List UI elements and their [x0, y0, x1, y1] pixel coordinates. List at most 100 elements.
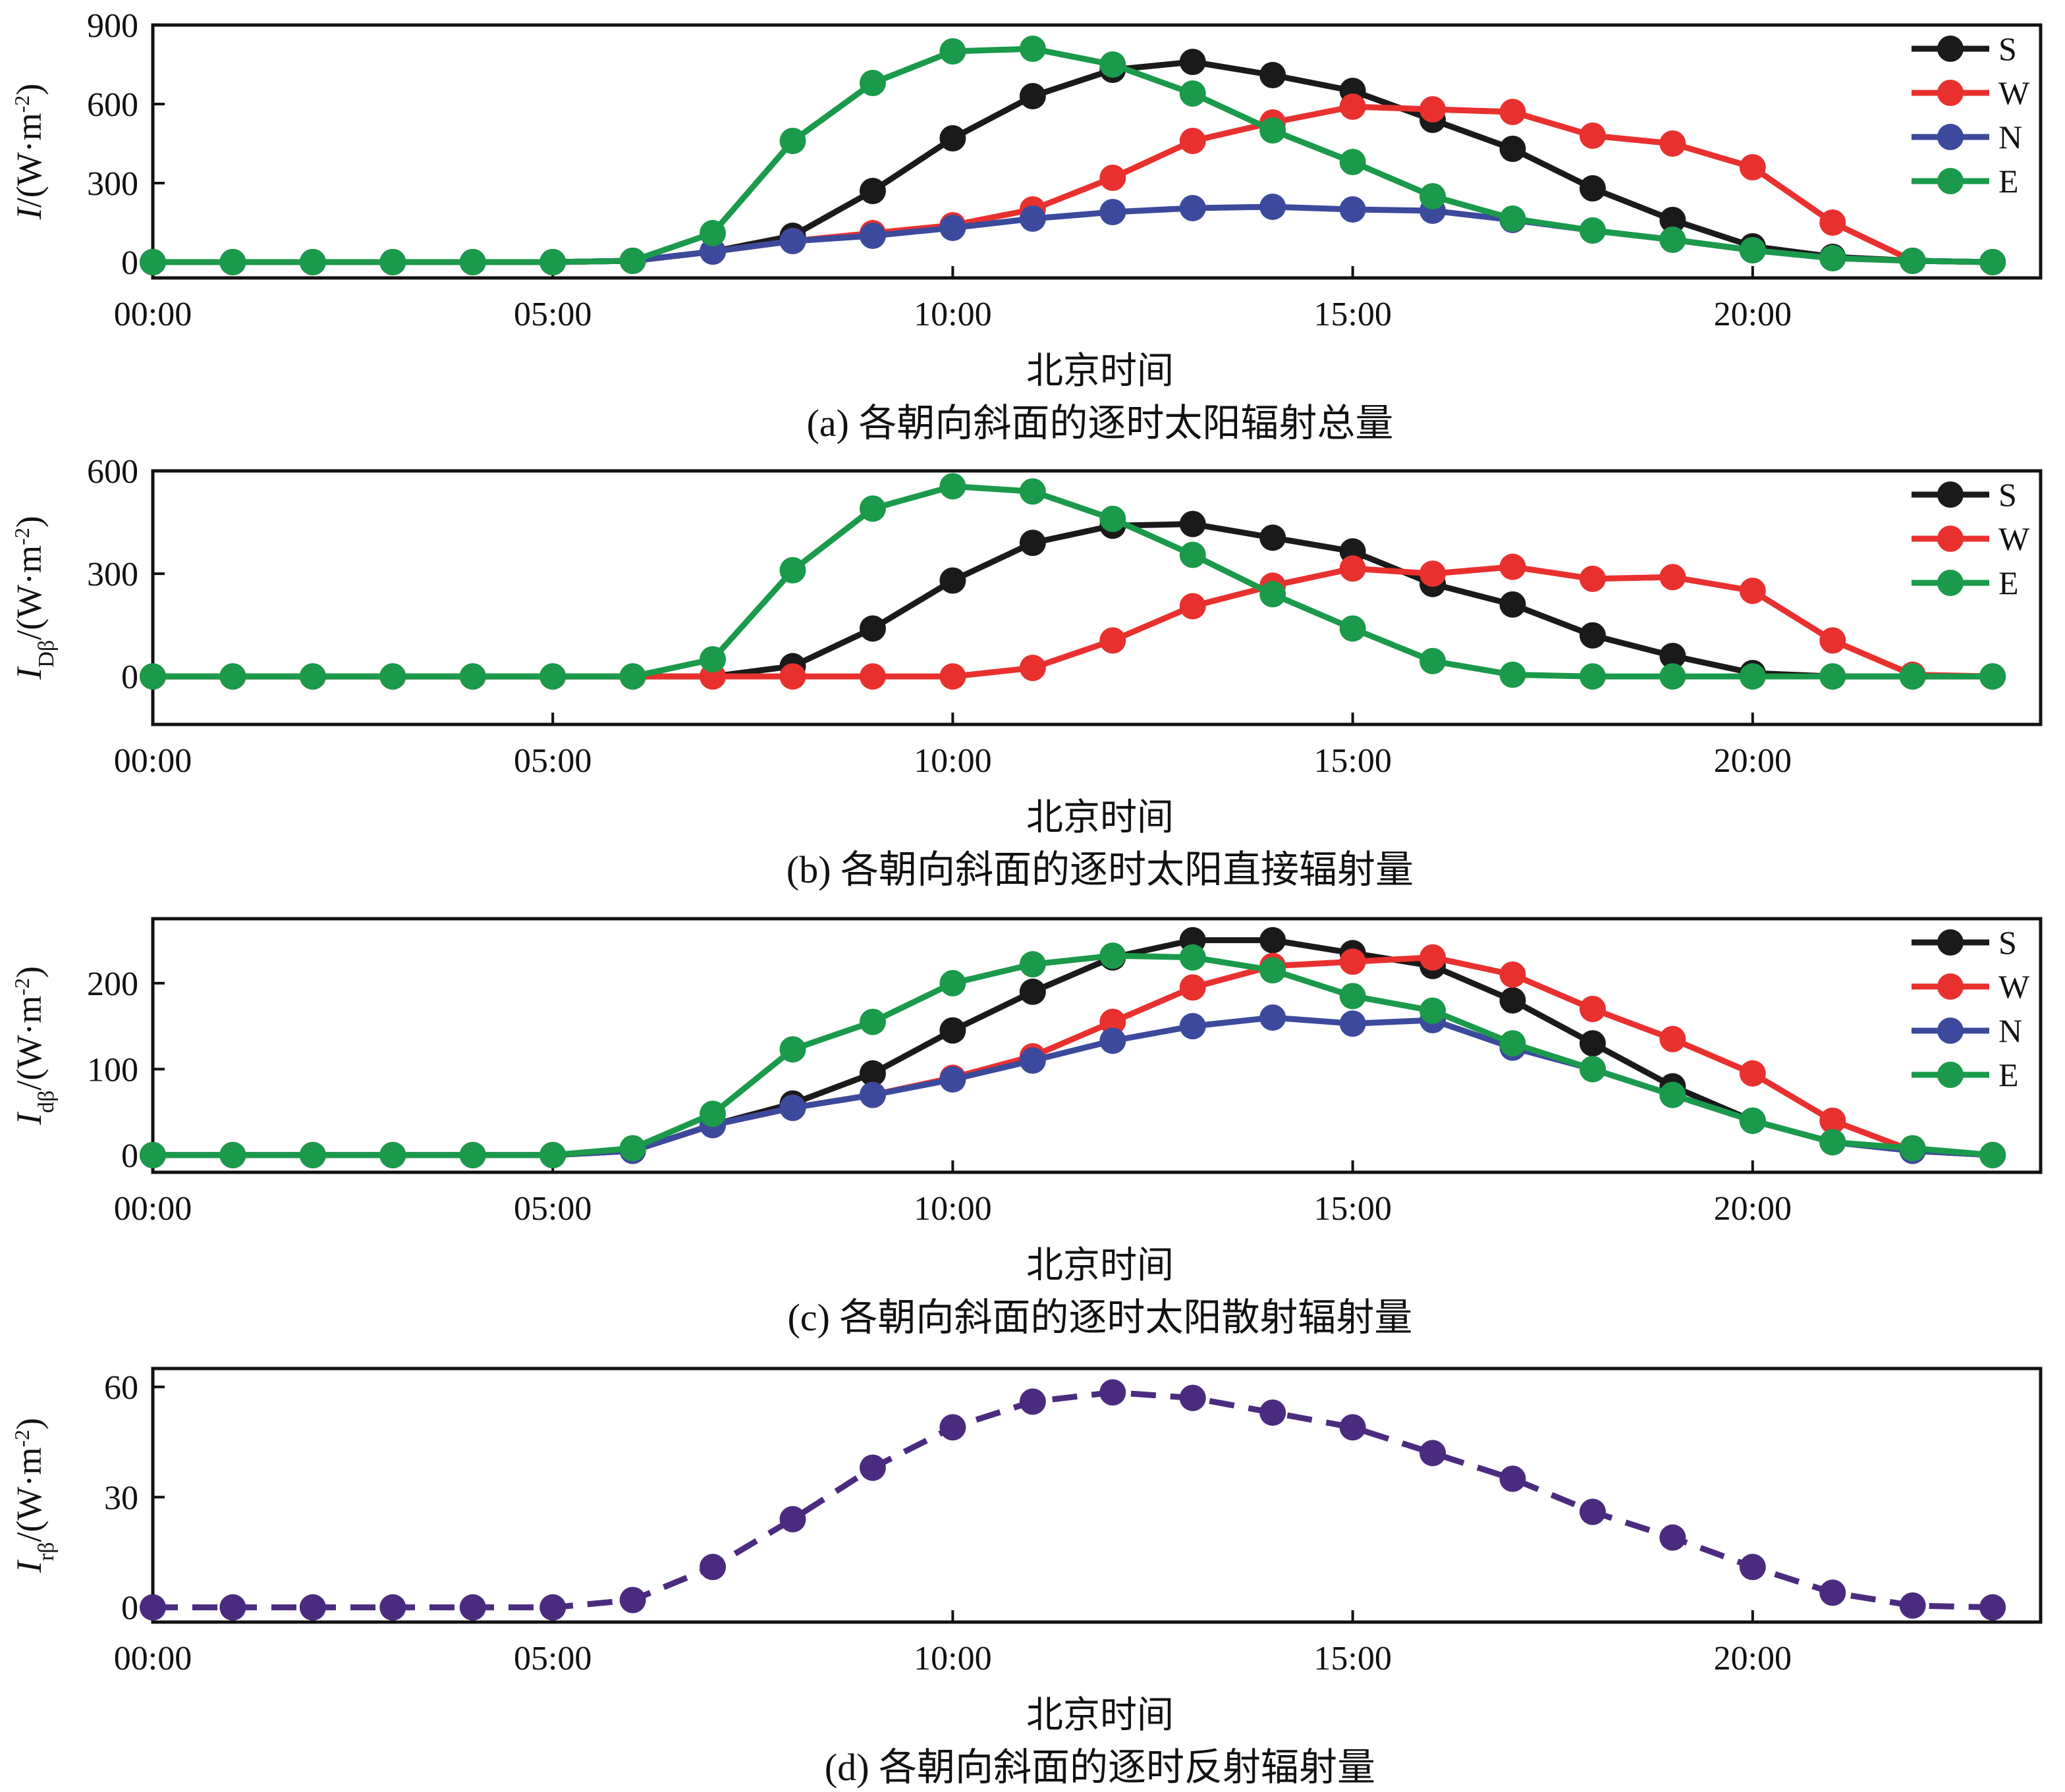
y-axis-label-superscript: -2 — [10, 978, 34, 996]
data-point — [1579, 122, 1606, 149]
data-point — [219, 1141, 246, 1168]
x-tick-label: 10:00 — [914, 742, 991, 780]
x-axis-label: 北京时间 — [1026, 351, 1174, 392]
data-point — [939, 663, 966, 690]
data-point — [1179, 944, 1206, 971]
data-point — [1739, 663, 1766, 690]
data-point — [619, 248, 646, 274]
data-point — [379, 663, 406, 690]
series-line — [150, 952, 1996, 1158]
data-point — [619, 663, 646, 690]
data-point — [859, 1454, 886, 1481]
data-point — [779, 1036, 806, 1063]
data-point — [1099, 1027, 1126, 1054]
data-point — [859, 615, 886, 642]
series-line — [150, 103, 1996, 265]
series-line — [150, 954, 1996, 1158]
data-point — [939, 125, 966, 151]
data-point — [779, 557, 806, 584]
data-point — [1739, 578, 1766, 605]
data-point — [1019, 978, 1046, 1005]
y-tick-label: 0 — [121, 659, 138, 696]
data-point — [1179, 974, 1206, 1001]
series-line — [150, 564, 1996, 680]
data-point — [1339, 1414, 1366, 1441]
data-point — [459, 1594, 486, 1621]
x-tick-label: 05:00 — [514, 296, 592, 333]
data-point — [459, 1141, 486, 1168]
data-point — [1819, 627, 1846, 654]
data-point — [1979, 663, 2006, 690]
x-axis-label: 北京时间 — [1026, 1245, 1174, 1286]
y-tick-label: 900 — [87, 7, 138, 45]
y-axis-label-symbol: I — [9, 1111, 49, 1126]
y-tick-label: 0 — [121, 1590, 138, 1627]
data-point — [859, 70, 886, 96]
data-point — [1179, 541, 1206, 568]
x-axis-label: 北京时间 — [1026, 1695, 1174, 1736]
y-tick-label: 600 — [87, 86, 138, 124]
series-N — [140, 1004, 2006, 1168]
data-point — [1659, 130, 1686, 157]
data-point — [1819, 245, 1846, 271]
data-point — [1339, 196, 1366, 223]
series-E — [140, 36, 2006, 275]
data-point — [1739, 154, 1766, 180]
panel-caption: (c) 各朝向斜面的逐时太阳散射辐射量 — [788, 1296, 1413, 1339]
data-point — [1819, 1129, 1846, 1156]
x-tick-label: 15:00 — [1313, 1190, 1391, 1228]
y-tick-label: 300 — [87, 556, 138, 593]
legend-label: S — [1998, 30, 2017, 67]
data-point — [619, 1587, 646, 1614]
data-point — [619, 1135, 646, 1162]
data-point — [1419, 183, 1446, 209]
y-axis-label-unit: /(W·m — [9, 113, 49, 207]
x-axis-label: 北京时间 — [1026, 798, 1174, 838]
data-point — [859, 178, 886, 204]
data-point — [1659, 1081, 1686, 1108]
data-point — [1739, 1554, 1766, 1581]
data-point — [700, 1100, 727, 1127]
legend-label: S — [1998, 476, 2017, 513]
y-axis-label-symbol: I — [9, 205, 49, 220]
data-point — [539, 663, 566, 690]
legend-marker — [1937, 973, 1964, 1000]
data-point — [219, 1594, 246, 1621]
data-point — [939, 969, 966, 996]
data-point — [1339, 1010, 1366, 1037]
plot-frame — [151, 917, 2043, 1174]
data-point — [1099, 627, 1126, 654]
data-point — [939, 38, 966, 65]
series-reflected — [140, 1379, 2006, 1621]
y-axis-label-subscript: Dβ — [34, 640, 59, 668]
y-axis-label-symbol: I — [9, 1559, 49, 1573]
y-axis-label-subscript: rβ — [34, 1542, 59, 1561]
x-tick-label: 00:00 — [114, 1190, 192, 1228]
legend-label: E — [1998, 163, 2019, 200]
data-point — [1419, 96, 1446, 122]
data-point — [1979, 249, 2006, 275]
data-point — [1179, 195, 1206, 221]
data-point — [299, 249, 326, 275]
data-point — [1339, 983, 1366, 1010]
data-point — [1019, 1388, 1046, 1415]
data-point — [779, 663, 806, 690]
data-point — [1259, 581, 1286, 608]
data-point — [1739, 237, 1766, 263]
data-point — [1099, 199, 1126, 225]
data-point — [1499, 205, 1526, 232]
data-point — [1579, 1030, 1606, 1057]
data-point — [700, 646, 727, 673]
data-point — [1499, 99, 1526, 125]
data-point — [1659, 227, 1686, 253]
data-point — [379, 249, 406, 275]
legend-marker — [1937, 36, 1964, 62]
series-W — [140, 944, 2006, 1168]
y-tick-label: 100 — [87, 1051, 138, 1089]
data-point — [939, 567, 966, 594]
data-point — [939, 215, 966, 241]
legend-marker — [1937, 124, 1964, 150]
data-point — [1579, 175, 1606, 202]
legend-label: W — [1998, 968, 2030, 1005]
y-tick-label: 0 — [121, 1137, 138, 1175]
